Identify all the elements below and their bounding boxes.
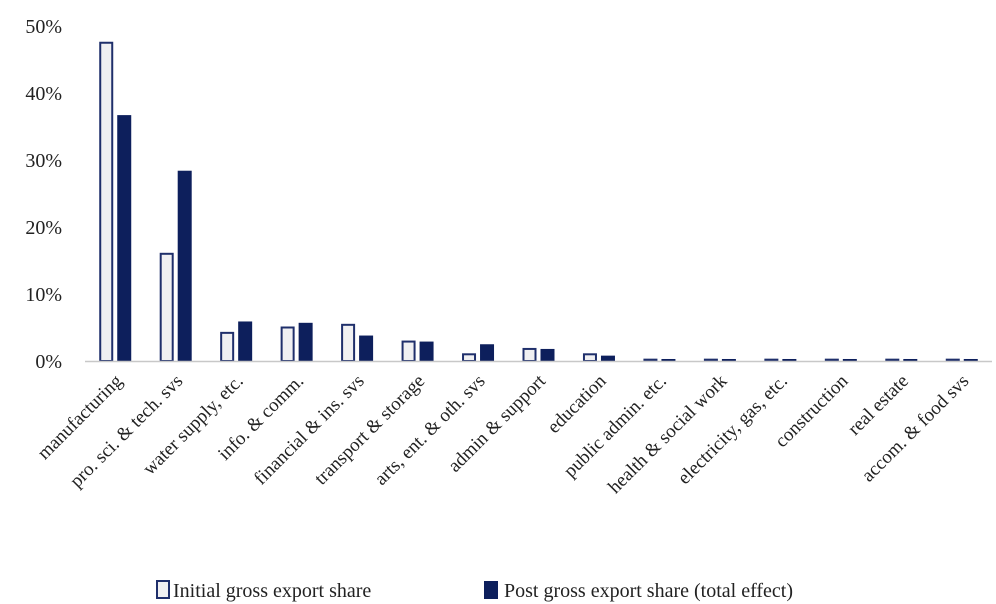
bar-post	[661, 358, 676, 361]
bar-post	[177, 170, 192, 361]
bar-post	[238, 321, 253, 361]
bar-initial	[462, 353, 477, 362]
y-tick-label: 20%	[25, 217, 62, 239]
y-axis-ticks: 0% 10% 20% 30% 40% 50%	[25, 16, 62, 373]
legend-swatch-initial	[156, 580, 170, 599]
legend: Initial gross export share Post gross exp…	[156, 580, 793, 602]
bar-initial	[401, 340, 416, 363]
bars	[99, 41, 978, 363]
bar-initial	[341, 323, 356, 363]
bar-post	[359, 335, 374, 361]
x-category-label: arts, ent. & oth. svs	[371, 371, 490, 490]
x-category-label: pro. sci. & tech. svs	[66, 371, 187, 492]
x-category-label: accom. & food svs	[858, 371, 974, 487]
y-tick-label: 10%	[25, 284, 62, 306]
legend-label-initial: Initial gross export share	[173, 580, 371, 602]
legend-label-post: Post gross export share (total effect)	[504, 580, 793, 602]
bar-post	[419, 341, 434, 361]
bar-post	[540, 348, 555, 361]
bar-post	[117, 115, 132, 361]
x-category-label: public admin. etc.	[560, 371, 671, 482]
bar-initial	[522, 347, 537, 363]
bar-initial	[582, 353, 597, 362]
y-tick-label: 50%	[25, 16, 62, 38]
y-tick-label: 0%	[35, 351, 62, 373]
bar-post	[600, 355, 615, 361]
bar-post	[298, 322, 313, 361]
y-tick-label: 30%	[25, 150, 62, 172]
bar-post	[903, 358, 918, 361]
y-tick-label: 40%	[25, 83, 62, 105]
bar-initial	[280, 326, 295, 362]
bar-initial	[99, 41, 114, 362]
bar-initial	[220, 331, 235, 362]
bar-initial	[159, 252, 174, 362]
x-category-label: financial & ins. svs	[250, 371, 369, 490]
bar-post	[480, 344, 495, 361]
bar-post	[842, 358, 857, 361]
bar-post	[782, 358, 797, 361]
legend-swatch-post	[484, 581, 498, 599]
x-category-label: transport & storage	[311, 371, 430, 490]
x-category-label: electricity, gas, etc.	[674, 371, 792, 489]
bar-post	[963, 358, 978, 361]
bar-post	[721, 358, 736, 361]
